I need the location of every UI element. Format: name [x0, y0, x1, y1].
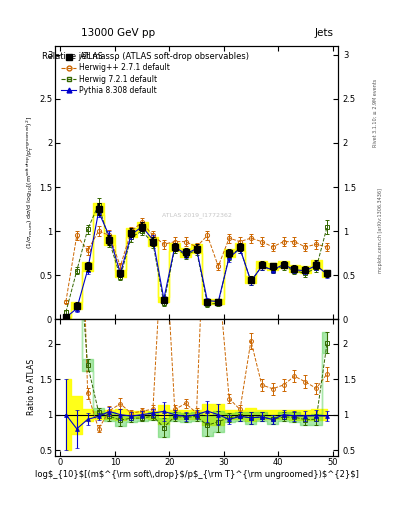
Legend: ATLAS, Herwig++ 2.7.1 default, Herwig 7.2.1 default, Pythia 8.308 default: ATLAS, Herwig++ 2.7.1 default, Herwig 7.…: [59, 50, 173, 97]
Y-axis label: $(1/\sigma_{\rm resum})$ d$\sigma$/d log$_{10}$[(m$^{\rm soft\,drop}$/p$_{\rm T}: $(1/\sigma_{\rm resum})$ d$\sigma$/d log…: [25, 116, 36, 249]
Text: Relative jet massρ (ATLAS soft-drop observables): Relative jet massρ (ATLAS soft-drop obse…: [42, 52, 249, 60]
Text: Jets: Jets: [315, 28, 334, 38]
Text: mcplots.cern.ch [arXiv:1306.3436]: mcplots.cern.ch [arXiv:1306.3436]: [378, 188, 383, 273]
Y-axis label: Ratio to ATLAS: Ratio to ATLAS: [28, 359, 36, 415]
X-axis label: log$_{10}$[(m$^{\rm soft\,drop}$/p$_{\rm T}^{\rm ungroomed})$^{2}$]: log$_{10}$[(m$^{\rm soft\,drop}$/p$_{\rm…: [35, 470, 358, 479]
Text: ATLAS 2019_I1772362: ATLAS 2019_I1772362: [162, 212, 231, 218]
Text: 13000 GeV pp: 13000 GeV pp: [81, 28, 155, 38]
Text: Rivet 3.1.10; ≥ 2.9M events: Rivet 3.1.10; ≥ 2.9M events: [373, 78, 378, 147]
